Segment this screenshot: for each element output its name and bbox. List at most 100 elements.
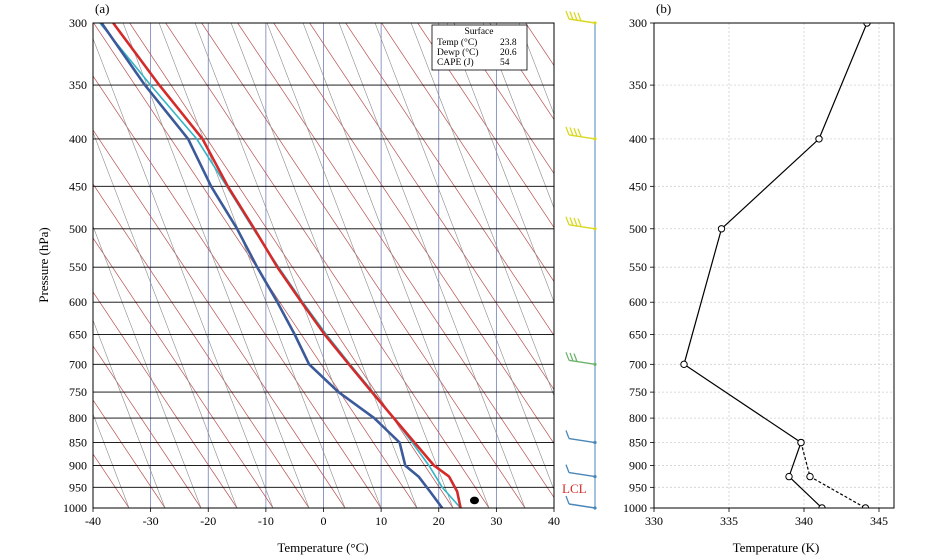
theta-y-tick-label: 750 — [629, 385, 647, 399]
theta-solid-point — [717, 225, 726, 233]
theta-solid-point — [863, 23, 871, 27]
dry-adiabat-line — [417, 23, 554, 229]
wind-barbs — [565, 10, 597, 510]
moist-adiabat-line — [194, 23, 382, 508]
dry-adiabat-line — [93, 453, 130, 508]
wind-barb-shaft — [568, 18, 596, 24]
theta-frame — [653, 22, 895, 509]
wind-barb-shaft — [568, 437, 596, 444]
wind-barb-feather — [565, 216, 570, 226]
dry-adiabat-line — [0, 0, 21, 508]
theta-y-tick-label: 850 — [629, 436, 647, 450]
skewt-y-tick-label: 350 — [69, 78, 87, 92]
skewt-x-tick-label: -40 — [85, 514, 101, 528]
dry-adiabat-line — [309, 23, 554, 391]
skewt-x-ticks: -40 -30 -20 -10 0 10 20 30 40 — [85, 508, 560, 528]
temperature-profile-line — [112, 23, 462, 508]
dry-adiabat-line — [129, 23, 454, 508]
theta-panel: 300 350 400 450 500 550 600 650 700 750 800 850 900 9… — [623, 1, 895, 555]
theta-y-tick-label: 1000 — [623, 501, 647, 515]
skewt-grid — [0, 0, 885, 508]
moist-adiabat-line — [230, 23, 418, 508]
skewt-y-tick-label: 750 — [69, 385, 87, 399]
dry-adiabat-line — [93, 183, 310, 508]
wind-barb-feather — [569, 127, 574, 136]
moist-adiabat-line — [302, 23, 490, 508]
wind-barb-dot — [593, 440, 597, 445]
dry-adiabat-line — [93, 399, 166, 508]
surface-dewp-value: 20.6 — [500, 48, 517, 58]
dry-adiabat-line — [93, 237, 274, 508]
wind-barb-shaft — [568, 471, 596, 478]
theta-y-tick-label: 600 — [629, 295, 647, 309]
theta-profiles — [680, 23, 871, 508]
wind-barb — [565, 216, 597, 231]
wind-barb-shaft — [568, 503, 596, 509]
parcel-origin-marker — [469, 496, 479, 505]
theta-y-ticks: 300 350 400 450 500 550 600 650 700 750 800 850 900 9… — [623, 16, 654, 515]
theta-y-tick-label: 800 — [629, 411, 647, 425]
wind-barb-dot — [593, 21, 597, 25]
theta-x-tick-label: 335 — [720, 514, 738, 528]
wind-barb-feather — [565, 126, 570, 136]
dry-adiabat-line — [453, 23, 554, 175]
theta-y-tick-label: 450 — [629, 179, 647, 193]
dry-adiabat-line — [237, 23, 554, 499]
panel-a-label: (a) — [95, 1, 109, 16]
wind-barb — [565, 126, 597, 141]
wind-barb-feather — [565, 352, 570, 361]
moist-adiabat-line — [158, 23, 346, 508]
theta-x-tick-label: 340 — [795, 514, 813, 528]
theta-solid-point — [680, 360, 688, 369]
skewt-x-tick-label: 10 — [375, 514, 387, 528]
theta-y-tick-label: 400 — [629, 132, 647, 146]
dry-adiabat-line — [93, 23, 418, 508]
dry-adiabat-line — [273, 23, 554, 445]
wind-barb-feather — [573, 127, 578, 137]
skewt-y-tick-label: 800 — [69, 411, 87, 425]
dry-adiabat-line — [525, 23, 554, 67]
wind-barb-dot — [593, 474, 597, 479]
dry-adiabat-line — [201, 23, 526, 508]
theta-grid — [653, 22, 894, 509]
moist-adiabat-line — [93, 37, 274, 508]
skewt-y-tick-label: 450 — [69, 179, 87, 193]
skewt-y-tick-label: 650 — [69, 327, 87, 341]
skewt-profiles — [99, 23, 479, 508]
theta-x-tick-label: 330 — [645, 514, 663, 528]
dry-adiabat-line — [93, 345, 202, 508]
theta-y-tick-label: 650 — [629, 327, 647, 341]
wind-barb-feather — [573, 11, 578, 21]
skewt-y-tick-label: 850 — [69, 436, 87, 450]
skewt-y-axis-label: Pressure (hPa) — [36, 227, 51, 302]
theta-y-tick-label: 550 — [629, 260, 647, 274]
wind-barb-feather — [569, 11, 574, 20]
theta-y-tick-label: 700 — [629, 357, 647, 371]
theta-x-tick-label: 345 — [870, 514, 888, 528]
surface-temp-label: Temp (°C) — [437, 37, 477, 48]
wind-barb-feather — [569, 352, 574, 362]
theta-solid-point — [785, 472, 793, 481]
wind-barb-feather — [565, 10, 570, 20]
moist-adiabat-line — [93, 131, 238, 508]
moist-adiabat-line — [511, 0, 741, 508]
moist-adiabat-line — [410, 23, 554, 397]
wind-barb-shaft — [568, 134, 596, 140]
dry-adiabat-line — [489, 23, 554, 121]
moist-adiabat-line — [266, 23, 454, 508]
moist-adiabat-line — [518, 23, 554, 115]
wind-barb-shaft — [568, 359, 596, 366]
theta-solid-point — [815, 135, 823, 143]
theta-x-ticks: 330 335 340 345 — [645, 508, 888, 528]
theta-y-tick-label: 300 — [629, 16, 647, 30]
lcl-label: LCL — [562, 481, 587, 496]
dewpoint-profile-line — [100, 23, 444, 508]
dry-adiabat-line — [345, 23, 554, 337]
skewt-y-tick-label: 300 — [69, 16, 87, 30]
skewt-x-tick-label: 20 — [433, 514, 445, 528]
moist-adiabat-line — [93, 225, 202, 508]
dry-adiabat-line — [485, 0, 885, 508]
wind-barb-dot — [593, 362, 597, 366]
moist-adiabat-line — [446, 23, 554, 303]
theta-dashed-point — [806, 472, 814, 481]
